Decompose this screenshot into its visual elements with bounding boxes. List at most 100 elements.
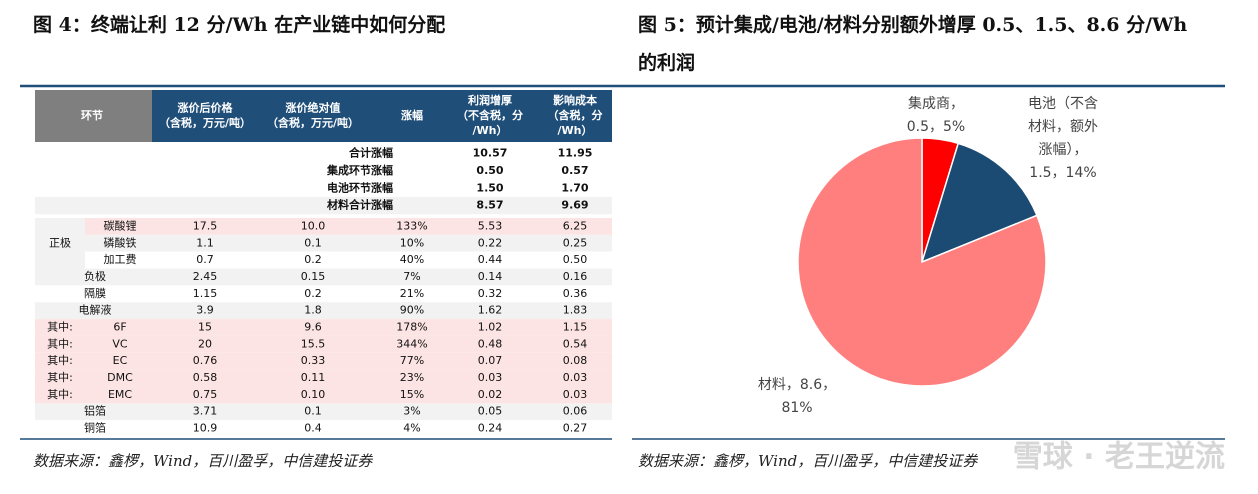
cell: 0.50 — [563, 253, 588, 266]
row-item: 隔膜 — [84, 287, 106, 300]
row-bg — [35, 386, 612, 404]
cell: 344% — [396, 337, 427, 350]
summary-label: 集成环节涨幅 — [326, 163, 393, 177]
cell: 1.8 — [304, 304, 322, 317]
cell: 0.24 — [478, 422, 503, 435]
right-title: 的利润 — [638, 51, 695, 74]
pie-label: 0.5，5% — [907, 119, 965, 135]
cell: 15% — [400, 388, 424, 401]
row-item: EMC — [108, 388, 132, 401]
cell: 0.2 — [304, 287, 322, 300]
header-text: （含税，万元/吨） — [267, 116, 359, 130]
row-prefix: 其中: — [47, 337, 73, 350]
group-label: 正极 — [49, 235, 71, 249]
cell: 0.08 — [563, 354, 588, 367]
cell: 7% — [403, 270, 420, 283]
row-item: 铝箔 — [84, 404, 106, 418]
header-cell — [35, 90, 152, 142]
summary-value: 0.50 — [476, 164, 503, 177]
header-text: /Wh） — [558, 124, 593, 137]
summary-value: 10.57 — [473, 147, 508, 160]
summary-label: 电池环节涨幅 — [327, 180, 393, 194]
cell: 0.4 — [304, 422, 322, 435]
row-item: 电解液 — [79, 303, 112, 317]
pie-label: 涨幅）， — [1039, 142, 1088, 158]
cell: 0.32 — [478, 287, 503, 300]
row-bg — [85, 251, 612, 269]
right-title: 图 5：预计集成/电池/材料分别额外增厚 0.5、1.5、8.6 分/Wh — [638, 13, 1187, 36]
cell: 133% — [396, 219, 427, 232]
row-item: EC — [113, 354, 128, 367]
row-bg — [35, 403, 612, 421]
cell: 1.15 — [193, 287, 218, 300]
header-text: （含税，万元/吨） — [159, 116, 251, 130]
cell: 0.76 — [193, 354, 218, 367]
summary-value: 0.57 — [561, 164, 588, 177]
row-item: 加工费 — [104, 253, 137, 266]
cell: 0.33 — [301, 354, 326, 367]
cell: 0.44 — [478, 253, 503, 266]
header-text: （不含税，分 — [457, 108, 523, 122]
cell: 1.1 — [196, 236, 214, 249]
row-prefix: 其中: — [47, 354, 73, 367]
cell: 0.2 — [304, 253, 322, 266]
cell: 23% — [400, 371, 424, 384]
summary-value: 1.50 — [476, 181, 503, 194]
row-bg — [35, 218, 85, 269]
cell: 17.5 — [193, 219, 218, 232]
cell: 0.03 — [563, 371, 588, 384]
row-item: 铜箔 — [84, 421, 106, 435]
cell: 1.02 — [478, 321, 503, 334]
cell: 0.1 — [304, 236, 322, 249]
row-item: 碳酸锂 — [104, 218, 137, 232]
cell: 0.36 — [563, 287, 588, 300]
cell: 3% — [403, 405, 420, 418]
cell: 1.83 — [563, 304, 588, 317]
left-title: 图 4：终端让利 12 分/Wh 在产业链中如何分配 — [33, 13, 445, 36]
row-bg — [35, 352, 612, 370]
row-bg — [35, 319, 612, 336]
cell: 0.11 — [301, 371, 326, 384]
cell: 5.53 — [478, 219, 503, 232]
pie-label: 电池（不含 — [1028, 96, 1098, 112]
cell: 90% — [400, 304, 424, 317]
summary-value: 9.69 — [561, 199, 588, 212]
row-prefix: 其中: — [47, 321, 73, 334]
header-text: 涨价绝对值 — [286, 101, 341, 115]
header-text: /Wh） — [473, 124, 508, 137]
pie-label: 材料，8.6， — [758, 377, 836, 393]
cell: 10% — [400, 236, 424, 249]
row-bg — [35, 420, 612, 437]
summary-value: 8.57 — [476, 199, 503, 212]
pie-label: 1.5，14% — [1029, 165, 1096, 181]
cell: 0.10 — [301, 388, 326, 401]
cell: 15.5 — [301, 337, 326, 350]
cell: 0.03 — [478, 371, 503, 384]
row-bg — [35, 268, 612, 286]
row-item: 磷酸铁 — [104, 235, 137, 249]
row-bg — [35, 335, 612, 353]
row-bg — [35, 369, 612, 387]
cell: 0.05 — [478, 405, 503, 418]
cell: 40% — [400, 253, 424, 266]
cell: 0.7 — [196, 253, 214, 266]
cell: 15 — [198, 321, 212, 334]
cell: 0.06 — [563, 405, 588, 418]
cell: 77% — [400, 354, 424, 367]
header-text: 影响成本 — [553, 93, 597, 107]
header-text: （含税，分 — [548, 108, 603, 122]
cell: 21% — [400, 287, 424, 300]
cell: 4% — [403, 422, 420, 435]
cell: 0.14 — [478, 270, 503, 283]
cell: 10.9 — [193, 422, 218, 435]
summary-label: 合计涨幅 — [349, 146, 393, 160]
cell: 0.48 — [478, 337, 503, 350]
row-prefix: 其中: — [47, 388, 73, 401]
row-bg — [85, 218, 612, 235]
cell: 1.62 — [478, 304, 503, 317]
row-item: VC — [112, 337, 128, 350]
cell: 3.9 — [196, 304, 214, 317]
header-cell — [152, 90, 612, 142]
source: 数据来源：鑫椤，Wind，百川盈孚，中信建投证券 — [33, 452, 373, 470]
